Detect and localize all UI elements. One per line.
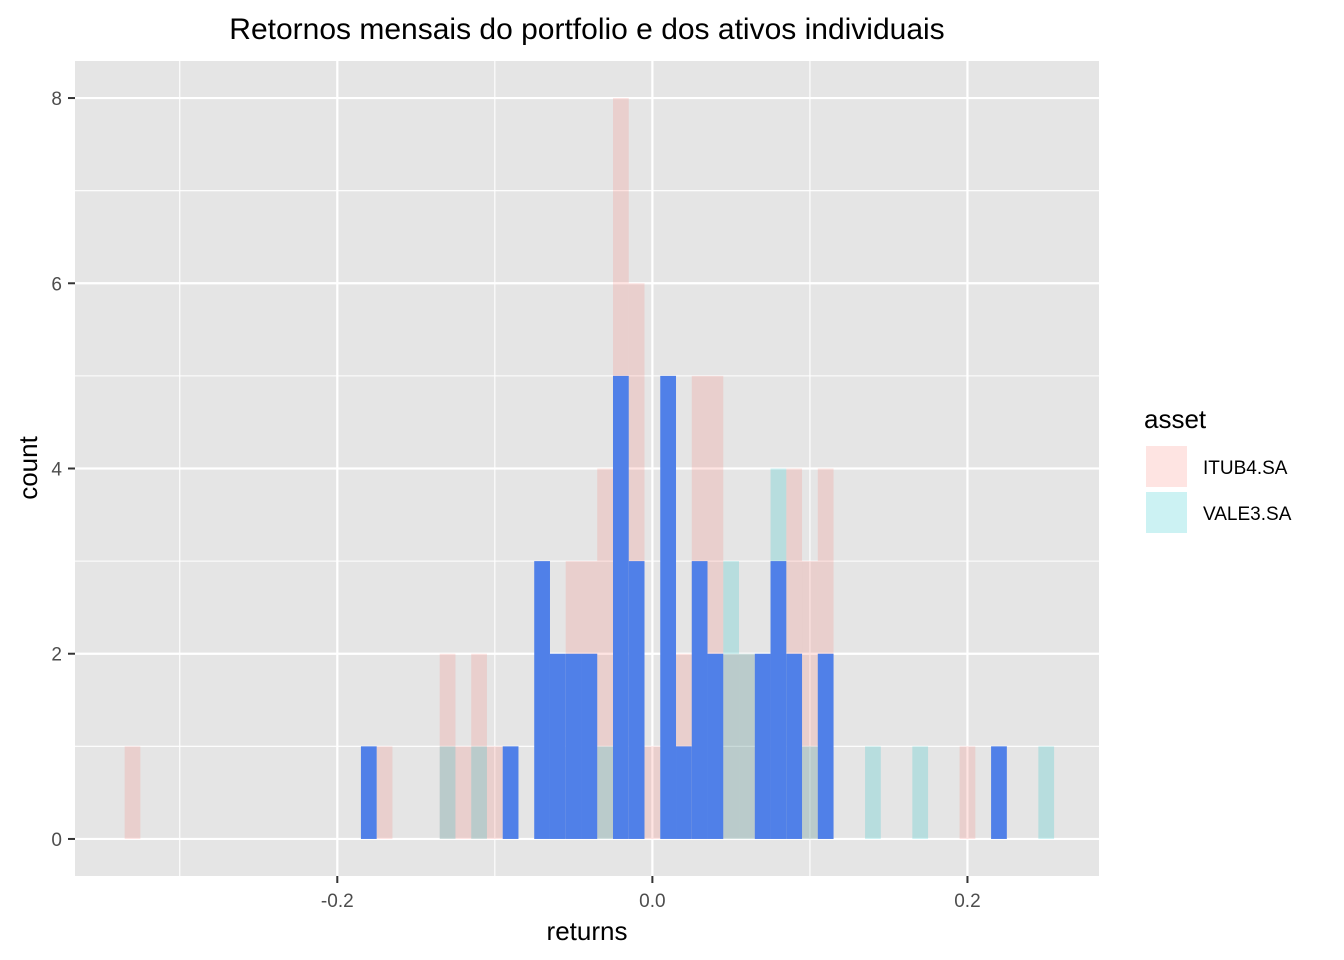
histogram-bar — [534, 561, 550, 839]
histogram-bar — [754, 653, 771, 839]
legend-title: asset — [1144, 404, 1207, 434]
histogram-bar — [991, 746, 1007, 839]
histogram-bar — [723, 653, 740, 839]
histogram-bar — [802, 746, 818, 839]
chart-title: Retornos mensais do portfolio e dos ativ… — [229, 13, 944, 46]
legend: asset ITUB4.SA VALE3.SA — [1144, 404, 1292, 535]
histogram-bar — [770, 561, 787, 839]
histogram-bar — [124, 746, 141, 839]
histogram-bar — [628, 561, 645, 839]
histogram-bar — [439, 746, 456, 839]
histogram-bar — [549, 653, 566, 839]
y-tick-label: 2 — [51, 645, 62, 666]
y-axis-title: count — [13, 435, 43, 499]
histogram-bar — [660, 375, 677, 839]
legend-label-vale3: VALE3.SA — [1203, 504, 1292, 525]
histogram-bar — [581, 653, 598, 839]
histogram-bar — [376, 746, 393, 839]
histogram-bar — [612, 375, 629, 839]
histogram-bar — [502, 746, 519, 839]
histogram-bar — [1038, 746, 1055, 839]
y-axis: 0 2 4 6 8 — [51, 89, 75, 851]
histogram-bar — [912, 746, 929, 839]
y-tick-label: 4 — [51, 460, 62, 481]
histogram-bar — [817, 653, 834, 839]
histogram-bar — [691, 561, 708, 839]
histogram-bar — [865, 746, 881, 839]
histogram-bar — [707, 653, 724, 839]
legend-key-itub4 — [1144, 444, 1189, 489]
histogram-bar — [597, 746, 613, 839]
histogram-bar — [676, 746, 692, 839]
histogram-bar — [739, 653, 755, 839]
histogram-bar — [723, 561, 740, 839]
x-tick-label: 0.0 — [639, 891, 665, 912]
histogram-bar — [565, 653, 582, 839]
legend-label-itub4: ITUB4.SA — [1203, 458, 1288, 479]
legend-key-vale3 — [1144, 490, 1189, 535]
histogram-bar — [360, 746, 377, 839]
y-tick-label: 8 — [51, 89, 62, 110]
histogram-bar — [455, 746, 472, 839]
y-tick-label: 6 — [51, 274, 62, 295]
histogram-bar — [597, 468, 613, 839]
histogram-bars — [124, 98, 1055, 839]
histogram-bar — [959, 746, 976, 839]
x-tick-label: 0.2 — [954, 891, 980, 912]
series-2-bars — [360, 375, 1007, 839]
x-axis: -0.2 0.0 0.2 — [321, 876, 981, 912]
histogram-bar — [786, 653, 803, 839]
histogram-bar — [471, 746, 487, 839]
histogram-bar — [802, 561, 818, 839]
histogram-bar — [486, 746, 503, 839]
x-axis-title: returns — [547, 916, 628, 946]
x-tick-label: -0.2 — [321, 891, 354, 912]
histogram-bar — [644, 746, 661, 839]
y-tick-label: 0 — [51, 830, 62, 851]
histogram-bar — [439, 653, 456, 839]
histogram-bar — [739, 653, 755, 839]
histogram-bar — [471, 653, 487, 839]
